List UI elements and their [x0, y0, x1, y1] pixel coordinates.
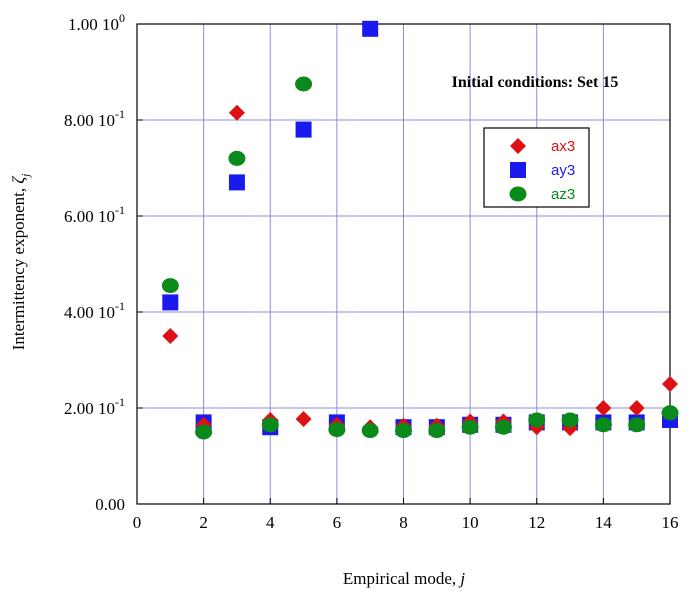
y-tick-label: 2.00 10-1	[64, 395, 125, 418]
az3-point	[628, 417, 646, 433]
x-tick-label: 14	[595, 513, 613, 532]
y-tick-label: 6.00 10-1	[64, 203, 125, 226]
legend-label-ay3: ay3	[551, 162, 575, 179]
az3-point	[561, 412, 579, 428]
az3-point	[361, 423, 379, 439]
series-az3	[161, 76, 679, 440]
ax3-point	[228, 104, 245, 121]
legend-label-ax3: ax3	[551, 138, 575, 155]
chart-annotation: Initial conditions: Set 15	[452, 74, 619, 91]
legend-marker-ay3	[510, 162, 526, 178]
y-tick-label: 4.00 10-1	[64, 299, 125, 322]
x-tick-label: 16	[662, 513, 679, 532]
legend-label-az3: az3	[551, 186, 575, 203]
ax3-point	[295, 411, 312, 428]
az3-point	[295, 76, 313, 92]
legend-marker-az3	[509, 186, 527, 202]
az3-point	[328, 422, 346, 438]
ax3-point	[662, 376, 678, 392]
ax3-point	[628, 400, 645, 416]
az3-point	[228, 150, 246, 166]
legend-items: ax3 ay3 az3	[509, 138, 575, 203]
axis-ticks: 0 2 4 6 8 10 12 14 16 0.00 2.00 10-1 4.00 10-1 6.00 …	[64, 11, 679, 532]
ax3-point	[595, 400, 612, 416]
ay3-point	[295, 121, 312, 138]
y-tick-label: 1.00 100	[68, 11, 125, 34]
az3-point	[195, 424, 213, 440]
x-tick-label: 10	[462, 513, 479, 532]
ay3-point	[228, 174, 245, 191]
y-axis-title: Intermittency exponent, ζj	[9, 174, 32, 351]
az3-point	[395, 423, 412, 439]
az3-point	[261, 417, 279, 433]
x-tick-label: 2	[199, 513, 208, 532]
az3-point	[161, 278, 179, 294]
az3-point	[594, 417, 612, 433]
legend-marker-ax3	[510, 138, 526, 154]
legend-box	[483, 127, 590, 208]
y-tick-label: 8.00 10-1	[64, 107, 125, 130]
ay3-point	[362, 20, 379, 37]
ax3-point	[162, 328, 179, 344]
az3-point	[528, 412, 546, 428]
az3-point	[428, 423, 446, 439]
x-tick-label: 8	[399, 513, 408, 532]
grid-lines	[137, 24, 670, 504]
x-tick-label: 12	[528, 513, 545, 532]
ay3-point	[162, 294, 179, 311]
x-axis-title: Empirical mode, j	[343, 569, 466, 588]
x-tick-label: 0	[133, 513, 142, 532]
data-points	[161, 20, 679, 440]
az3-point	[494, 419, 512, 435]
az3-point	[661, 405, 679, 421]
y-tick-label: 0.00	[95, 495, 125, 514]
az3-point	[461, 419, 479, 435]
x-tick-label: 6	[333, 513, 342, 532]
legend: ax3 ay3 az3	[483, 127, 590, 208]
x-tick-label: 4	[266, 513, 275, 532]
